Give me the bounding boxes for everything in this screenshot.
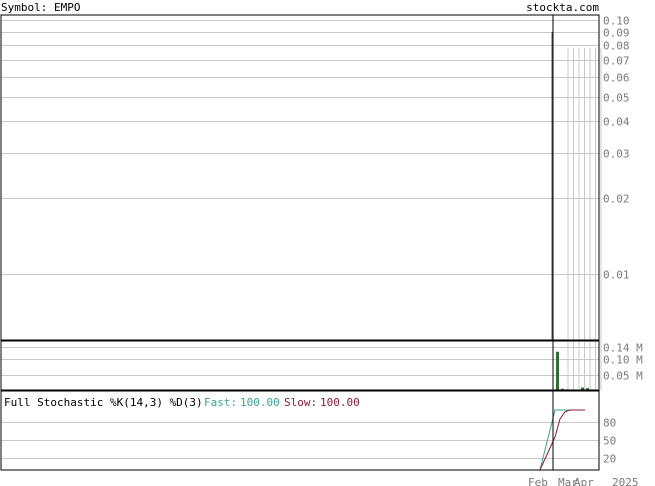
x-tick-label: Mar xyxy=(558,476,578,486)
price-tick-label: 0.08 xyxy=(603,40,630,53)
price-tick-label: 0.05 xyxy=(603,92,630,105)
fast-label: Fast: xyxy=(204,396,237,409)
price-tick-label: 0.04 xyxy=(603,116,630,129)
stochastic-tick-label: 20 xyxy=(603,453,616,466)
slow-label: Slow: xyxy=(284,396,317,409)
price-tick-label: 0.01 xyxy=(603,269,630,282)
x-tick-label: Apr xyxy=(574,476,594,486)
stochastic-panel: Full Stochastic %K(14,3) %D(3) Fast: 100… xyxy=(0,390,616,471)
volume-bar xyxy=(556,351,559,390)
site-label[interactable]: stockta.com xyxy=(526,1,599,14)
price-tick-label: 0.10 xyxy=(603,15,630,28)
stochastic-title: Full Stochastic %K(14,3) %D(3) xyxy=(4,396,203,409)
price-tick-label: 0.02 xyxy=(603,193,630,206)
volume-frame xyxy=(0,340,600,391)
stochastic-frame xyxy=(0,390,600,471)
price-tick-label: 0.06 xyxy=(603,72,630,85)
price-panel: 0.100.090.08 0.07 0.06 0.05 0.04 0.03 0.02 0.01 xyxy=(0,14,630,390)
price-frame xyxy=(0,14,600,341)
slow-line xyxy=(539,409,585,471)
volume-tick-label: 0.14 M xyxy=(603,342,643,355)
volume-bar xyxy=(561,388,564,390)
volume-bar xyxy=(586,388,589,390)
volume-tick-label: 0.10 M xyxy=(603,354,643,367)
price-tick-label: 0.09 xyxy=(603,27,630,40)
slow-value: 100.00 xyxy=(320,396,360,409)
stochastic-tick-label: 50 xyxy=(603,435,616,448)
fast-value: 100.00 xyxy=(240,396,280,409)
x-tick-label: 2025 xyxy=(612,476,639,486)
stochastic-tick-label: 80 xyxy=(603,417,616,430)
volume-tick-label: 0.05 M xyxy=(603,370,643,383)
price-tick-label: 0.07 xyxy=(603,55,630,68)
x-tick-label: Feb xyxy=(528,476,548,486)
volume-bar xyxy=(581,387,584,390)
price-tick-label: 0.03 xyxy=(603,148,630,161)
symbol-label: Symbol: EMPO xyxy=(1,1,80,14)
volume-panel: 0.14 M0.10 M 0.05 M xyxy=(0,340,643,391)
